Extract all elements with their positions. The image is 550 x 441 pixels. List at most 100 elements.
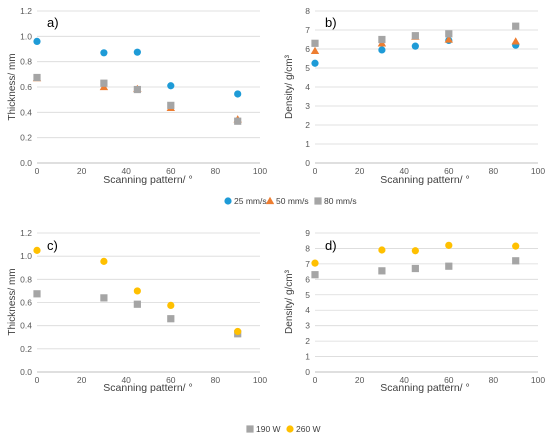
y-tick-label: 0.6 (20, 298, 32, 308)
panel-label: d) (325, 238, 337, 253)
y-tick-label: 6 (305, 274, 310, 284)
data-point (411, 32, 419, 40)
x-axis-title: Scanning pattern/ ° (380, 382, 469, 394)
data-point (167, 301, 175, 309)
x-tick-label: 40 (399, 166, 409, 176)
legend-marker (265, 196, 275, 205)
x-axis-title: Scanning pattern/ ° (103, 174, 192, 186)
data-point (445, 30, 453, 38)
y-tick-label: 1.2 (20, 6, 32, 16)
panel-label: b) (325, 15, 337, 30)
data-point (444, 35, 453, 43)
data-point (133, 48, 141, 56)
data-point (100, 257, 108, 265)
data-point (133, 300, 141, 308)
data-point (311, 39, 319, 47)
y-tick-label: 2 (305, 120, 310, 130)
x-tick-label: 20 (355, 166, 365, 176)
y-tick-label: 0.2 (20, 133, 32, 143)
data-point (512, 242, 520, 250)
legend-marker (314, 197, 322, 205)
data-point (378, 35, 386, 44)
data-point (33, 246, 41, 254)
y-tick-label: 1.0 (20, 31, 32, 41)
y-tick-label: 0.0 (20, 158, 32, 168)
x-tick-label: 20 (77, 375, 87, 385)
x-tick-label: 60 (166, 166, 176, 176)
x-tick-label: 60 (444, 375, 454, 385)
y-tick-label: 1.2 (20, 228, 32, 238)
data-point (167, 315, 175, 323)
data-point (133, 287, 141, 295)
x-axis-title: Scanning pattern/ ° (103, 382, 192, 394)
data-point (33, 290, 41, 298)
y-tick-label: 0 (305, 158, 310, 168)
panel-label: a) (47, 15, 59, 30)
x-tick-label: 40 (121, 166, 131, 176)
data-point (512, 257, 520, 265)
y-tick-label: 0.8 (20, 274, 32, 284)
legend-label: 25 mm/s (234, 196, 267, 206)
x-tick-label: 100 (531, 375, 545, 385)
x-tick-label: 40 (399, 375, 409, 385)
x-tick-label: 20 (77, 166, 87, 176)
y-tick-label: 7 (305, 259, 310, 269)
y-tick-label: 0.2 (20, 344, 32, 354)
y-tick-label: 0.0 (20, 367, 32, 377)
y-axis-title: Thickness/ mm (7, 268, 18, 335)
x-tick-label: 80 (489, 375, 499, 385)
y-tick-label: 4 (305, 82, 310, 92)
x-tick-label: 100 (253, 166, 267, 176)
y-tick-label: 8 (305, 243, 310, 253)
chart-panel-1: 0.0 0.2 0.4 0.6 0.8 1.0 1.2 0 20 40 60 80 100 Scannin… (7, 6, 267, 186)
y-tick-label: 0.4 (20, 321, 32, 331)
panel-label: c) (47, 238, 58, 253)
data-point (512, 22, 520, 30)
legend-marker (246, 425, 254, 433)
data-point (378, 267, 386, 275)
data-point (234, 117, 242, 125)
legend-label: 50 mm/s (276, 196, 309, 206)
y-tick-label: 5 (305, 290, 310, 300)
x-axis-title: Scanning pattern/ ° (380, 174, 469, 186)
data-point (411, 42, 419, 50)
x-tick-label: 40 (121, 375, 131, 385)
y-tick-label: 5 (305, 63, 310, 73)
y-axis-title: Thickness/ mm (7, 53, 18, 120)
y-tick-label: 1.0 (20, 251, 32, 261)
y-tick-label: 8 (305, 6, 310, 16)
y-tick-label: 7 (305, 25, 310, 35)
legend-label: 260 W (296, 424, 321, 434)
y-tick-label: 0.6 (20, 82, 32, 92)
chart-panel-4: 0 1 2 3 4 5 6 7 8 9 0 20 40 60 80 100 Scanning pattern/ … (284, 228, 545, 394)
y-axis-title: Density/ g/cm³ (284, 54, 295, 119)
x-tick-label: 80 (211, 375, 221, 385)
x-tick-label: 0 (35, 375, 40, 385)
y-tick-label: 4 (305, 305, 310, 315)
data-point (310, 46, 320, 55)
y-tick-label: 3 (305, 101, 310, 111)
legend-1: 25 mm/s 50 mm/s 80 mm/s (224, 196, 357, 206)
data-point (511, 37, 520, 45)
data-point (33, 73, 41, 82)
x-tick-label: 80 (489, 166, 499, 176)
y-tick-label: 2 (305, 336, 310, 346)
x-tick-label: 0 (313, 166, 318, 176)
data-point (100, 49, 108, 57)
data-point (378, 46, 386, 54)
x-tick-label: 100 (531, 166, 545, 176)
x-tick-label: 0 (35, 166, 40, 176)
data-point (411, 247, 419, 255)
data-point (411, 264, 419, 273)
y-tick-label: 1 (305, 139, 310, 149)
data-point (234, 327, 242, 336)
data-point (167, 101, 175, 109)
x-tick-label: 20 (355, 375, 365, 385)
legend-label: 80 mm/s (324, 196, 357, 206)
y-tick-label: 0 (305, 367, 310, 377)
x-tick-label: 100 (253, 375, 267, 385)
legend-marker (224, 197, 232, 205)
data-point (311, 259, 319, 267)
chart-panel-3: 0.0 0.2 0.4 0.6 0.8 1.0 1.2 0 20 40 60 80 100 Scannin… (7, 228, 267, 394)
